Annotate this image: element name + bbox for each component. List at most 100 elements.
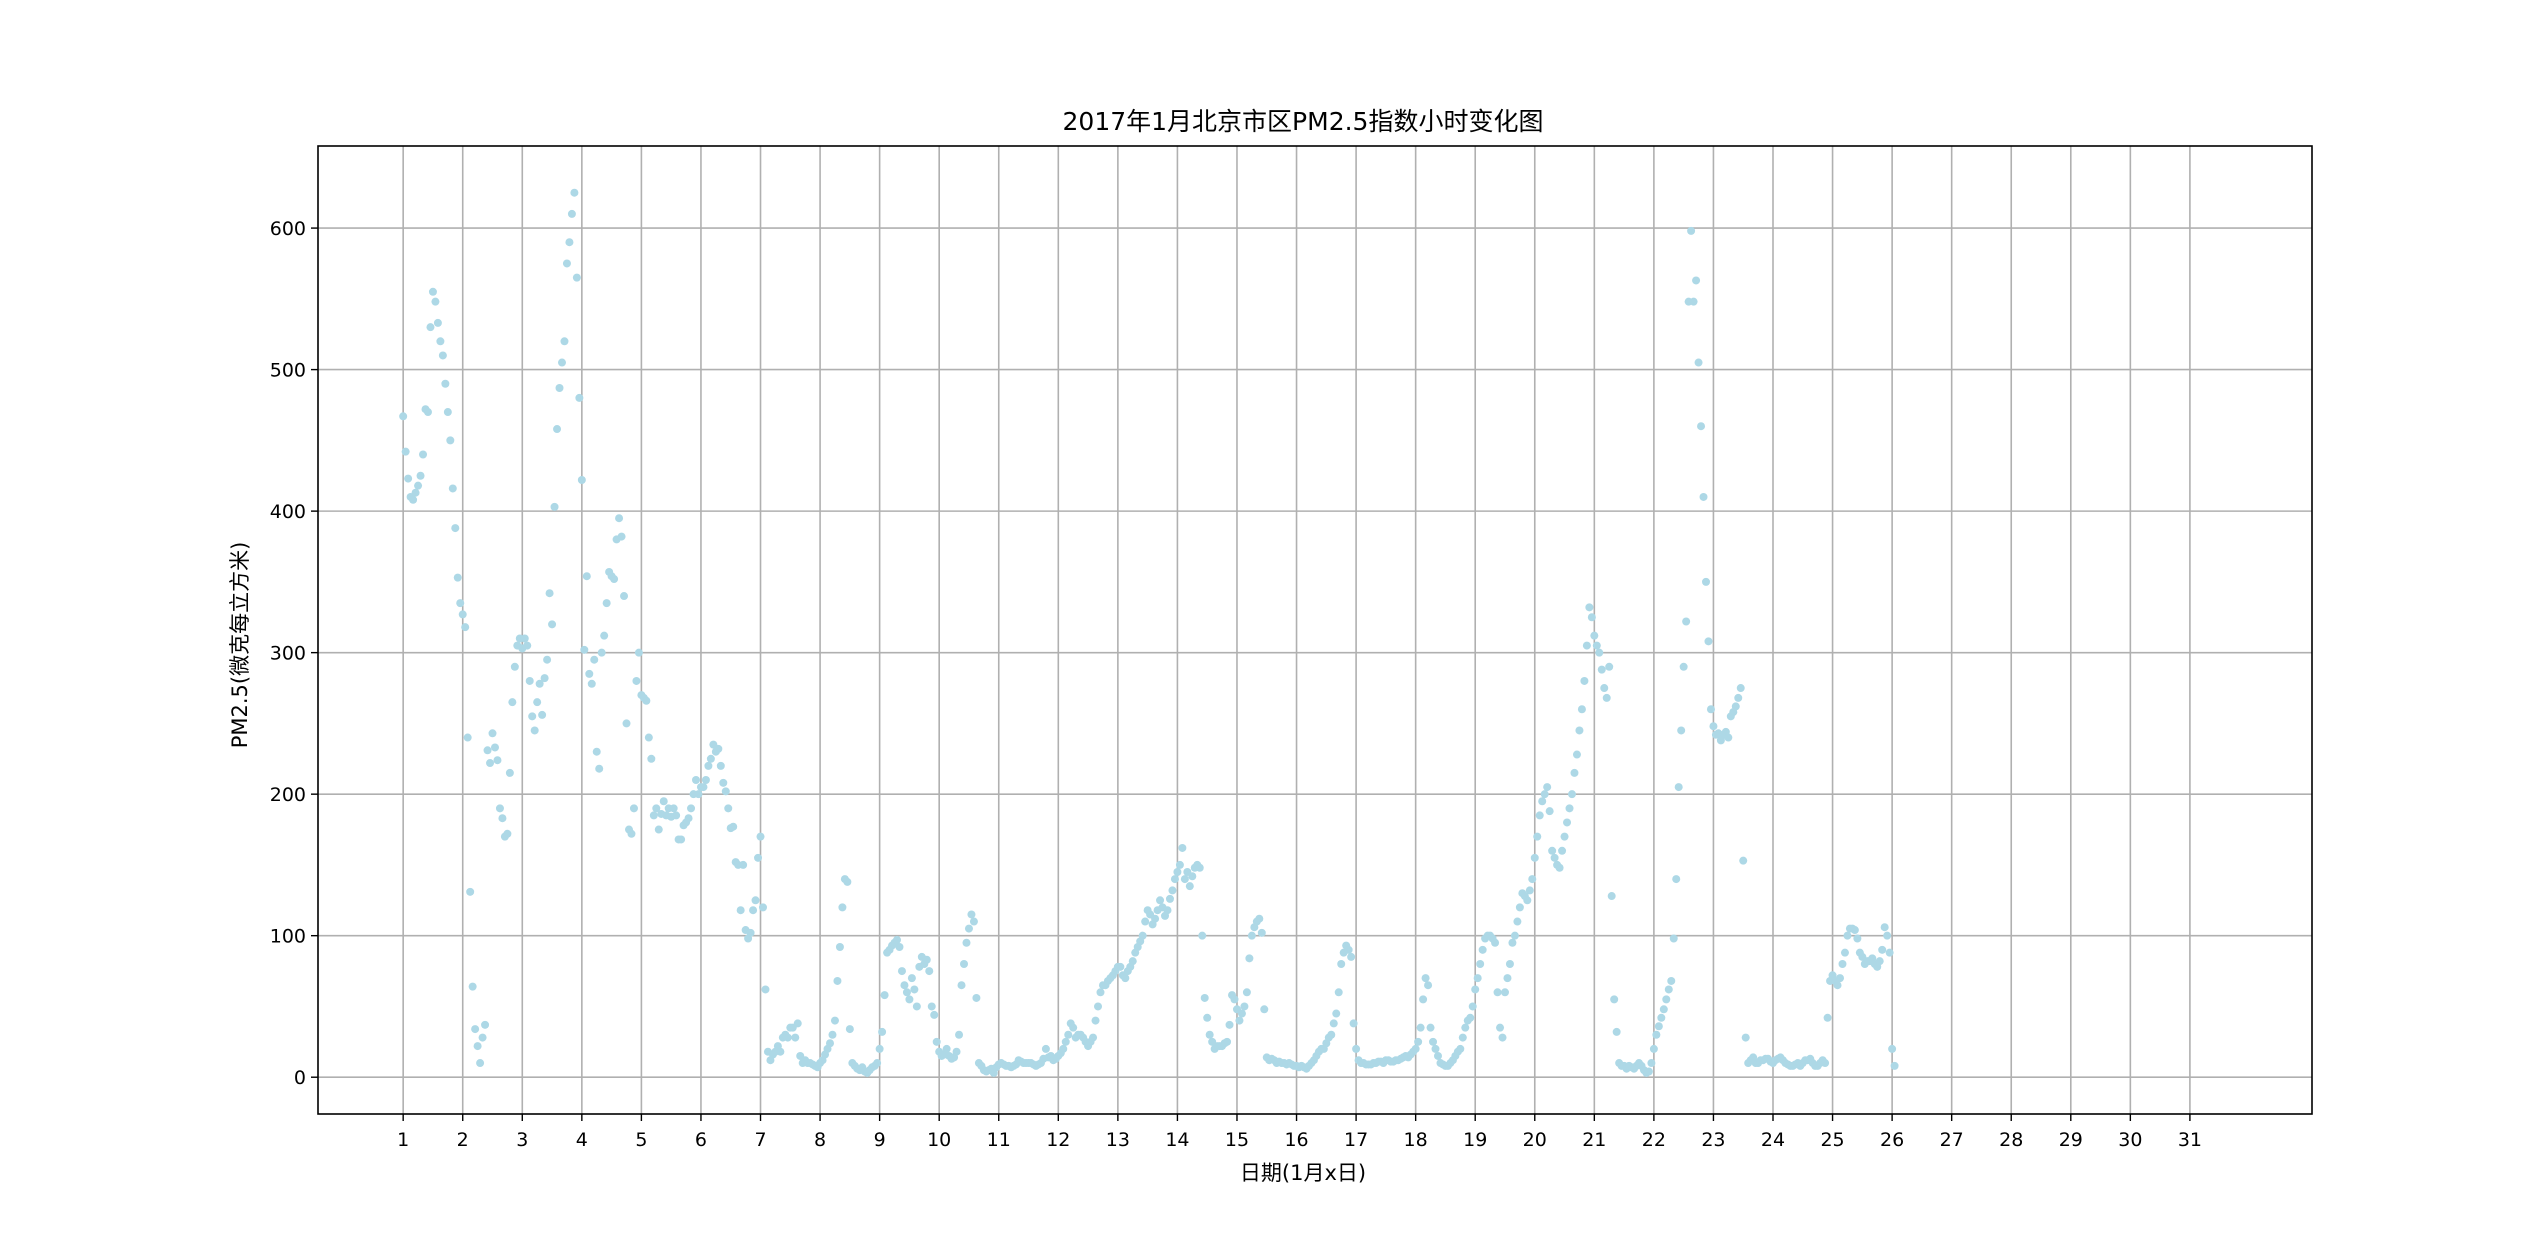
scatter-point: [1560, 832, 1569, 841]
scatter-point: [1059, 1044, 1068, 1053]
scatter-point: [548, 620, 557, 629]
scatter-point: [1426, 1023, 1435, 1032]
scatter-point: [1173, 868, 1182, 876]
scatter-point: [972, 993, 981, 1002]
scatter-point: [1530, 853, 1539, 862]
scatter-point: [1687, 226, 1696, 235]
scatter-point: [1724, 733, 1733, 742]
scatter-point: [875, 1044, 884, 1053]
scatter-point: [1572, 750, 1581, 759]
scatter-point: [754, 853, 763, 862]
scatter-point: [1550, 853, 1559, 862]
x-tick-label: 27: [1940, 1129, 1964, 1151]
scatter-point: [647, 754, 656, 763]
scatter-point: [404, 474, 413, 483]
scatter-point: [1327, 1030, 1336, 1039]
x-tick-label: 29: [2059, 1129, 2083, 1151]
scatter-point: [1528, 875, 1537, 884]
scatter-point: [585, 669, 594, 678]
scatter-point: [930, 1010, 939, 1019]
scatter-point: [952, 1047, 961, 1056]
scatter-point: [570, 188, 579, 197]
x-tick-label: 6: [695, 1129, 707, 1151]
scatter-point: [1431, 1044, 1440, 1053]
scatter-point: [1156, 896, 1165, 905]
scatter-point: [1538, 797, 1547, 806]
scatter-point: [1878, 945, 1887, 954]
scatter-point: [1565, 804, 1574, 813]
scatter-point: [687, 804, 696, 813]
scatter-point: [694, 790, 703, 799]
scatter-point: [960, 959, 969, 968]
scatter-point: [905, 995, 914, 1004]
scatter-point: [414, 481, 423, 490]
x-tick-label: 23: [1701, 1129, 1725, 1151]
scatter-point: [1329, 1019, 1338, 1028]
x-tick-label: 25: [1820, 1129, 1844, 1151]
x-tick-label: 30: [2118, 1129, 2142, 1151]
scatter-point: [1121, 974, 1130, 983]
scatter-point: [1255, 914, 1264, 923]
scatter-point: [1821, 1059, 1830, 1068]
scatter-point: [955, 1030, 964, 1039]
scatter-point: [1697, 422, 1706, 431]
x-tick-label: 4: [576, 1129, 588, 1151]
scatter-point: [634, 648, 643, 657]
scatter-point: [627, 829, 636, 838]
scatter-point: [925, 967, 934, 976]
scatter-point: [1883, 931, 1892, 940]
scatter-point: [441, 379, 450, 388]
scatter-point: [1567, 790, 1576, 799]
scatter-point: [553, 425, 562, 434]
x-tick-label: 12: [1046, 1129, 1070, 1151]
x-tick-label: 18: [1404, 1129, 1428, 1151]
scatter-point: [1116, 962, 1125, 971]
y-tick-label: 300: [270, 643, 306, 665]
scatter-point: [466, 887, 475, 896]
scatter-point: [1240, 1002, 1249, 1011]
scatter-point: [1225, 1020, 1234, 1029]
scatter-point: [476, 1059, 485, 1068]
scatter-point: [1543, 783, 1552, 792]
scatter-point: [595, 764, 604, 773]
scatter-point: [845, 1025, 854, 1034]
scatter-point: [530, 726, 539, 735]
scatter-point: [575, 393, 584, 402]
scatter-point: [453, 573, 462, 582]
scatter-point: [1585, 603, 1594, 612]
scatter-point: [1505, 959, 1514, 968]
scatter-point: [498, 814, 507, 823]
y-tick-label: 600: [270, 218, 306, 240]
scatter-point: [1850, 926, 1859, 935]
scatter-point: [1337, 959, 1346, 968]
scatter-point: [1198, 931, 1207, 940]
scatter-point: [736, 906, 745, 915]
scatter-point: [669, 804, 678, 813]
scatter-point: [523, 641, 532, 650]
scatter-point: [1141, 917, 1150, 926]
scatter-point: [565, 238, 574, 247]
scatter-point: [471, 1025, 480, 1034]
scatter-point: [1245, 954, 1254, 963]
y-tick-label: 400: [270, 501, 306, 523]
scatter-point: [1664, 985, 1673, 994]
scatter-point: [540, 674, 549, 683]
y-tick-label: 0: [294, 1067, 306, 1089]
y-tick-label: 200: [270, 784, 306, 806]
scatter-point: [684, 814, 693, 823]
scatter-point: [1247, 931, 1256, 940]
scatter-point: [749, 906, 758, 915]
scatter-point: [1461, 1023, 1470, 1032]
scatter-point: [1168, 886, 1177, 895]
scatter-point: [1548, 846, 1557, 855]
scatter-point: [443, 408, 452, 417]
scatter-point: [1200, 993, 1209, 1002]
scatter-point: [1419, 995, 1428, 1004]
scatter-point: [900, 981, 909, 990]
scatter-point: [560, 337, 569, 346]
scatter-point: [1242, 988, 1251, 997]
scatter-point: [1545, 807, 1554, 816]
scatter-point: [490, 743, 499, 752]
scatter-point: [652, 804, 661, 813]
scatter-point: [1836, 974, 1845, 983]
